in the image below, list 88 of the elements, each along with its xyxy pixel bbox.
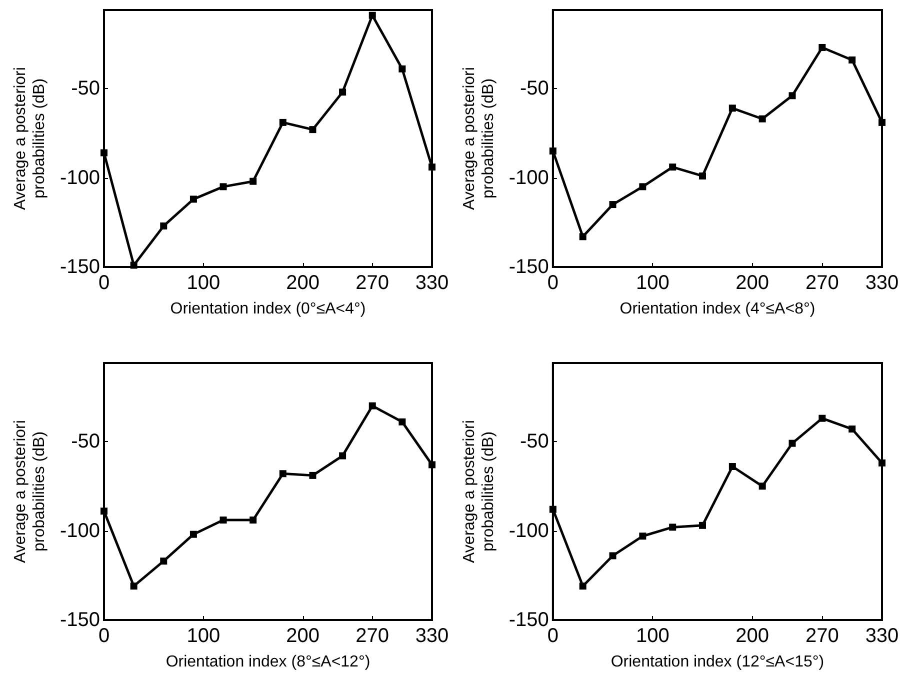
y-tick-label: -50 <box>71 430 100 453</box>
x-axis-title: Orientation index (4°≤A<8°) <box>620 300 816 318</box>
point <box>878 459 886 466</box>
point <box>130 262 138 269</box>
y-axis-title: Average a posteriori probabilities (dB) <box>461 67 497 210</box>
x-tick-label: 0 <box>98 272 110 294</box>
point <box>728 104 736 112</box>
x-tick-label: 100 <box>186 625 220 647</box>
point <box>309 126 316 134</box>
y-axis-title: Average a posteriori probabilities (dB) <box>12 420 48 563</box>
x-tick-label: 0 <box>98 625 110 647</box>
point <box>220 516 227 524</box>
point <box>639 183 646 190</box>
x-tick-label: 0 <box>547 625 558 647</box>
x-axis-title: Orientation index (0°≤A<4°) <box>170 300 366 318</box>
y-tick-label: -100 <box>60 166 100 189</box>
point <box>190 530 197 538</box>
y-tick-label: -100 <box>60 520 100 542</box>
x-tick-label: 200 <box>736 272 770 294</box>
x-tick-label: 270 <box>805 272 839 294</box>
point <box>398 65 406 72</box>
point <box>728 463 736 470</box>
point <box>848 56 856 64</box>
y-tick-label: -150 <box>60 256 100 278</box>
point <box>788 440 796 447</box>
point <box>160 558 168 565</box>
point <box>279 470 286 478</box>
x-tick-label: 330 <box>865 625 899 647</box>
x-axis-title: Orientation index (12°≤A<15°) <box>610 654 824 670</box>
point <box>639 532 646 540</box>
x-tick-label: 200 <box>286 272 320 294</box>
point <box>130 582 138 590</box>
x-tick-label: 0 <box>547 272 558 294</box>
point <box>428 461 436 468</box>
point <box>699 172 706 180</box>
point <box>788 92 796 100</box>
point <box>818 414 826 422</box>
y-axis-title: Average a posteriori probabilities (dB) <box>12 67 48 210</box>
point <box>100 508 108 515</box>
point <box>339 452 346 460</box>
point <box>758 115 766 122</box>
point <box>160 222 168 230</box>
y-tick-label: -150 <box>508 256 549 278</box>
point <box>428 164 436 171</box>
y-tick-label: -50 <box>520 78 549 100</box>
x-tick-label: 200 <box>286 625 320 647</box>
x-axis-title: Orientation index (8°≤A<12°) <box>166 654 370 670</box>
y-tick-label: -150 <box>60 609 100 631</box>
point <box>100 149 108 156</box>
point <box>398 418 406 426</box>
y-tick-label: -50 <box>520 430 549 453</box>
point <box>878 118 886 126</box>
x-tick-label: 100 <box>186 272 220 294</box>
point <box>818 44 826 51</box>
x-tick-label: 270 <box>356 272 390 294</box>
point <box>368 402 376 410</box>
y-tick-label: -150 <box>508 609 549 631</box>
x-tick-label: 330 <box>415 625 449 647</box>
x-tick-label: 200 <box>736 625 770 647</box>
x-tick-label: 100 <box>636 272 670 294</box>
y-tick-label: -100 <box>508 166 549 189</box>
point <box>758 482 766 490</box>
x-tick-label: 330 <box>415 272 449 294</box>
point <box>309 472 316 479</box>
point <box>549 506 556 513</box>
point <box>579 582 586 590</box>
point <box>699 522 706 529</box>
x-tick-label: 100 <box>636 625 670 647</box>
y-tick-label: -100 <box>508 520 549 542</box>
x-tick-label: 270 <box>805 625 839 647</box>
point <box>669 164 676 171</box>
point <box>279 118 286 126</box>
point <box>250 516 257 524</box>
point <box>190 196 197 203</box>
y-axis-title: Average a posteriori probabilities (dB) <box>461 420 497 563</box>
point <box>250 178 257 185</box>
point <box>609 201 616 208</box>
point <box>549 147 556 154</box>
point <box>368 12 376 19</box>
x-tick-label: 330 <box>865 272 899 294</box>
point <box>220 183 227 190</box>
point <box>669 524 676 531</box>
y-tick-label: -50 <box>71 78 100 100</box>
point <box>339 88 346 96</box>
point <box>848 426 856 433</box>
point <box>579 233 586 240</box>
point <box>609 552 616 560</box>
x-tick-label: 270 <box>356 625 390 647</box>
